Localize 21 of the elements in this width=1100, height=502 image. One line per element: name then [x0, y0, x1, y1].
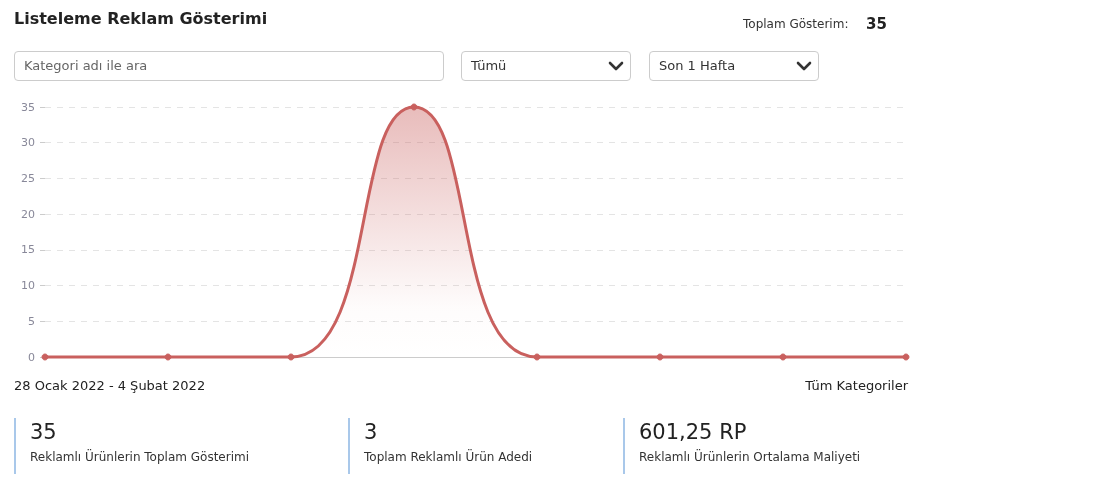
y-tick-label: 35 [21, 100, 35, 114]
chart-title: Listeleme Reklam Gösterimi [14, 9, 268, 28]
text: Tümü [461, 51, 631, 81]
y-tick-label: 30 [21, 136, 35, 150]
y-tick-label: 20 [21, 207, 35, 221]
text: Son 1 Hafta [649, 51, 819, 81]
y-tick-label: 15 [21, 243, 35, 257]
text: 3 [364, 420, 379, 444]
text: Toplam Gösterim: [743, 17, 849, 31]
y-tick-label: 5 [28, 314, 35, 328]
text: Reklamlı Ürünlerin Toplam Gösterimi [30, 450, 250, 464]
text: 601,25 RP [639, 420, 748, 444]
text: 35 [866, 15, 887, 33]
y-tick-label: 10 [21, 279, 35, 293]
text: 28 Ocak 2022 - 4 Şubat 2022 [14, 378, 206, 393]
text: Tüm Kategoriler [805, 378, 908, 393]
y-tick-label: 0 [28, 350, 35, 364]
y-tick-label: 25 [21, 171, 35, 185]
text: Kategori adı ile ara [14, 51, 444, 81]
text: Toplam Reklamlı Ürün Adedi [364, 450, 533, 464]
text: Reklamlı Ürünlerin Ortalama Maliyeti [639, 450, 861, 464]
